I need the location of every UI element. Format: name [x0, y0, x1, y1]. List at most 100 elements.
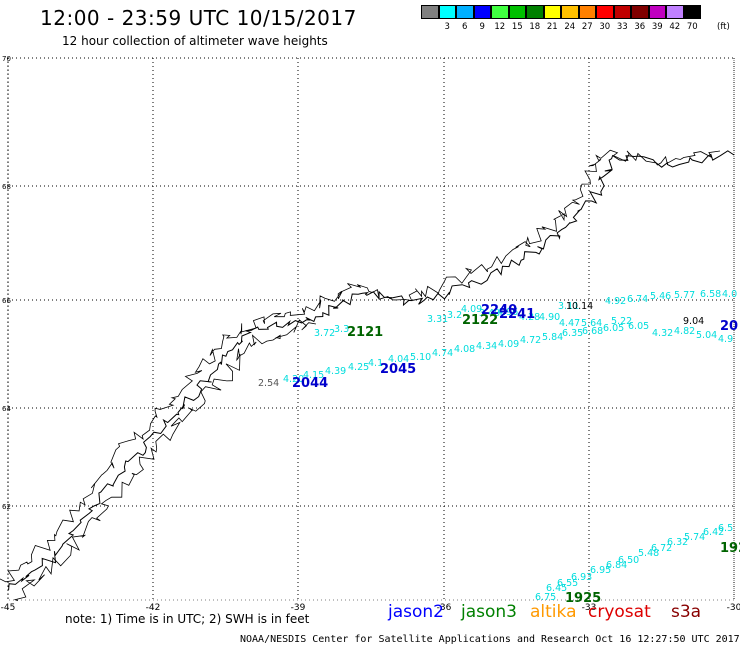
units-note: note: 1) Time is in UTC; 2) SWH is in fe… [65, 612, 310, 626]
pass-time-label: 2121 [347, 325, 383, 340]
wave-height-value: 4.15 [303, 370, 324, 381]
satellite-s3a: s3a [671, 602, 702, 622]
wave-height-value: 2.54 [258, 378, 279, 389]
wave-height-value: 4.04 [388, 354, 409, 365]
greenland-coastline [0, 149, 735, 602]
scale-label: 6 [462, 22, 468, 32]
wave-height-value: 5.77 [674, 290, 695, 301]
lat-label: 64 [2, 405, 11, 413]
wave-height-value: 4.39 [325, 366, 346, 377]
wave-height-value: 5.64 [581, 318, 602, 329]
pass-time-label: 1925 [565, 591, 601, 606]
wave-height-value: 6.93 [571, 572, 592, 583]
wave-height-value: 9.04 [683, 316, 704, 327]
wave-height-value: 4.9 [718, 334, 733, 345]
wave-height-value: 4.1 [368, 358, 383, 369]
satellite-cryosat: cryosat [588, 602, 651, 622]
pass-time-label: 2044 [292, 376, 328, 391]
wave-height-value: 5.22 [611, 316, 632, 327]
scale-swatch: 42 [666, 5, 684, 32]
wave-height-value: 6.35 [562, 328, 583, 339]
credit-line: NOAA/NESDIS Center for Satellite Applica… [240, 634, 740, 645]
scale-swatch: 3 [438, 5, 456, 32]
wave-height-value: 6.58 [700, 289, 721, 300]
scale-swatch: 12 [491, 5, 509, 32]
scale-swatch [421, 5, 439, 32]
pass-time-label: 2122 [462, 313, 498, 328]
scale-label: 27 [581, 22, 593, 32]
map-frame [7, 57, 735, 601]
wave-height-value: 4.90 [539, 312, 560, 323]
pass-time-label: 2240 [481, 303, 517, 318]
wave-height-value: 4.82 [674, 326, 695, 337]
wave-height-value: 6.55 [557, 578, 578, 589]
lon-label: -36 [437, 603, 452, 613]
wave-height-value: 3.72 [314, 328, 335, 339]
scale-swatch: 18 [526, 5, 544, 32]
lat-label: 62 [2, 503, 11, 511]
wave-height-value: 6.32 [667, 537, 688, 548]
scale-unit: (ft) [717, 22, 730, 32]
satellite-jason3: jason3 [461, 602, 517, 622]
wave-height-value: 4.47 [559, 318, 580, 329]
scale-swatch: 9 [473, 5, 491, 32]
lat-lon-grid [7, 57, 735, 601]
wave-height-value: 3.31 [427, 314, 448, 325]
wave-height-value: 6.5 [718, 523, 733, 534]
lat-label: 68 [2, 183, 11, 191]
scale-label: 21 [546, 22, 558, 32]
map-subtitle: 12 hour collection of altimeter wave hei… [62, 34, 328, 48]
scale-label: 12 [494, 22, 506, 32]
wave-height-value: 3.11 [558, 301, 579, 312]
wave-height-value: 4.28 [519, 312, 540, 323]
scale-label: 24 [564, 22, 576, 32]
scale-label: 33 [616, 22, 628, 32]
satellite-jason2: jason2 [388, 602, 444, 622]
wave-height-value: 6.95 [590, 565, 611, 576]
scale-swatch: 21 [543, 5, 561, 32]
lat-label: 70 [2, 55, 11, 63]
color-scale-legend: 3 6 9 12 15 18 21 24 27 30 33 36 39 42 70 [421, 5, 701, 32]
wave-height-value: 6.50 [618, 555, 639, 566]
wave-height-value: 6.74 [627, 294, 648, 305]
wave-height-value: 10.14 [566, 301, 593, 312]
lon-label: -33 [582, 603, 597, 613]
scale-label: 39 [651, 22, 663, 32]
pass-time-label: 2045 [380, 362, 416, 377]
wave-height-value: 4.09 [461, 304, 482, 315]
wave-height-value: 6.75 [535, 592, 556, 603]
scale-label: 42 [669, 22, 681, 32]
scale-label: 9 [479, 22, 485, 32]
coastline-inner [0, 149, 721, 583]
wave-height-value: 6.72 [651, 543, 672, 554]
wave-height-value: 5.74 [684, 532, 705, 543]
satellite-altika: altika [530, 602, 577, 622]
wave-height-value: 4.20 [283, 374, 304, 385]
wave-height-value: 4.32 [652, 328, 673, 339]
wave-height-value: 5.84 [542, 332, 563, 343]
wave-height-value: 4.09 [498, 339, 519, 350]
scale-swatch: 36 [631, 5, 649, 32]
scale-swatch: 33 [613, 5, 631, 32]
wave-height-value: 4.08 [454, 344, 475, 355]
wave-height-value: 4.92 [605, 296, 626, 307]
lat-label: 66 [2, 297, 11, 305]
coastline-fjords [13, 319, 317, 602]
scale-label: 70 [686, 22, 698, 32]
wave-height-value: 5.04 [696, 330, 717, 341]
scale-swatch: 15 [508, 5, 526, 32]
wave-height-value: 4.0 [722, 289, 737, 300]
wave-height-value: 5.46 [650, 291, 671, 302]
scale-swatch: 27 [578, 5, 596, 32]
scale-label: 18 [529, 22, 541, 32]
scale-swatch: 70 [683, 5, 701, 32]
scale-swatch: 24 [561, 5, 579, 32]
scale-swatch: 30 [596, 5, 614, 32]
lon-label: -42 [146, 603, 161, 613]
scale-label: 30 [599, 22, 611, 32]
lon-label: -30 [727, 603, 740, 613]
wave-height-value: 4.34 [476, 341, 497, 352]
lon-label: -45 [1, 603, 16, 613]
wave-height-value: 6.42 [703, 527, 724, 538]
